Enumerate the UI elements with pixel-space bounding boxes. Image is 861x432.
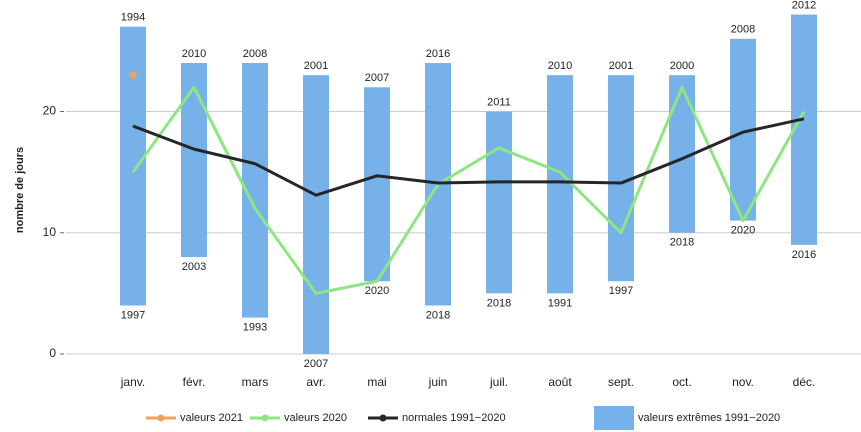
min-year-label: 2020 bbox=[731, 225, 755, 237]
x-tick-label: janv. bbox=[120, 375, 145, 389]
x-tick-label: avr. bbox=[306, 375, 325, 389]
max-year-label: 2016 bbox=[426, 48, 450, 60]
x-tick-label: mai bbox=[367, 375, 386, 389]
range-bar bbox=[486, 111, 512, 294]
x-tick-label: juil. bbox=[489, 375, 508, 389]
x-tick-label: juin bbox=[428, 375, 448, 389]
max-year-label: 1994 bbox=[121, 12, 145, 24]
y-tick-label: 20 bbox=[43, 104, 57, 118]
range-bar bbox=[120, 26, 146, 306]
x-tick-label: oct. bbox=[672, 375, 691, 389]
range-bar bbox=[364, 87, 390, 282]
legend-dot bbox=[261, 414, 269, 422]
range-bar bbox=[303, 75, 329, 354]
max-year-label: 2008 bbox=[243, 48, 267, 60]
min-year-label: 2018 bbox=[426, 309, 450, 321]
max-year-label: 2012 bbox=[792, 0, 816, 11]
max-year-label: 2011 bbox=[487, 96, 511, 108]
min-year-label: 1997 bbox=[609, 285, 633, 297]
x-tick-label: sept. bbox=[608, 375, 634, 389]
series-line bbox=[131, 85, 806, 295]
min-year-label: 2018 bbox=[670, 237, 694, 249]
min-year-label: 2018 bbox=[487, 297, 511, 309]
x-tick-label: mars bbox=[242, 375, 269, 389]
legend-swatch bbox=[594, 406, 634, 430]
min-year-label: 1993 bbox=[243, 322, 267, 334]
legend-dot bbox=[379, 414, 387, 422]
max-year-label: 2010 bbox=[548, 60, 572, 72]
max-year-label: 2001 bbox=[609, 60, 633, 72]
max-year-label: 2000 bbox=[670, 60, 694, 72]
x-tick-label: déc. bbox=[793, 375, 816, 389]
max-year-label: 2007 bbox=[365, 72, 389, 84]
min-year-label: 2007 bbox=[304, 358, 328, 370]
legend-dot bbox=[157, 414, 165, 422]
legend-label: normales 1991−2020 bbox=[402, 412, 506, 424]
min-year-label: 2003 bbox=[182, 261, 206, 273]
max-year-label: 2001 bbox=[304, 60, 328, 72]
series-point bbox=[129, 71, 137, 79]
legend-label: valeurs 2021 bbox=[180, 412, 243, 424]
legend-label: valeurs 2020 bbox=[284, 412, 347, 424]
min-year-label: 2016 bbox=[792, 249, 816, 261]
x-tick-label: févr. bbox=[183, 375, 206, 389]
min-year-label: 2020 bbox=[365, 285, 389, 297]
min-year-label: 1991 bbox=[548, 297, 572, 309]
series-line bbox=[132, 117, 805, 197]
max-year-label: 2008 bbox=[731, 24, 755, 36]
legend-label: valeurs extrêmes 1991−2020 bbox=[638, 412, 780, 424]
range-bar bbox=[547, 75, 573, 294]
range-bar bbox=[181, 63, 207, 257]
max-year-label: 2010 bbox=[182, 48, 206, 60]
x-tick-label: août bbox=[548, 375, 572, 389]
min-year-label: 1997 bbox=[121, 309, 145, 321]
x-tick-label: nov. bbox=[732, 375, 754, 389]
y-axis-label: nombre de jours bbox=[14, 147, 26, 233]
y-tick-label: 10 bbox=[43, 225, 57, 239]
y-tick-label: 0 bbox=[49, 346, 56, 360]
